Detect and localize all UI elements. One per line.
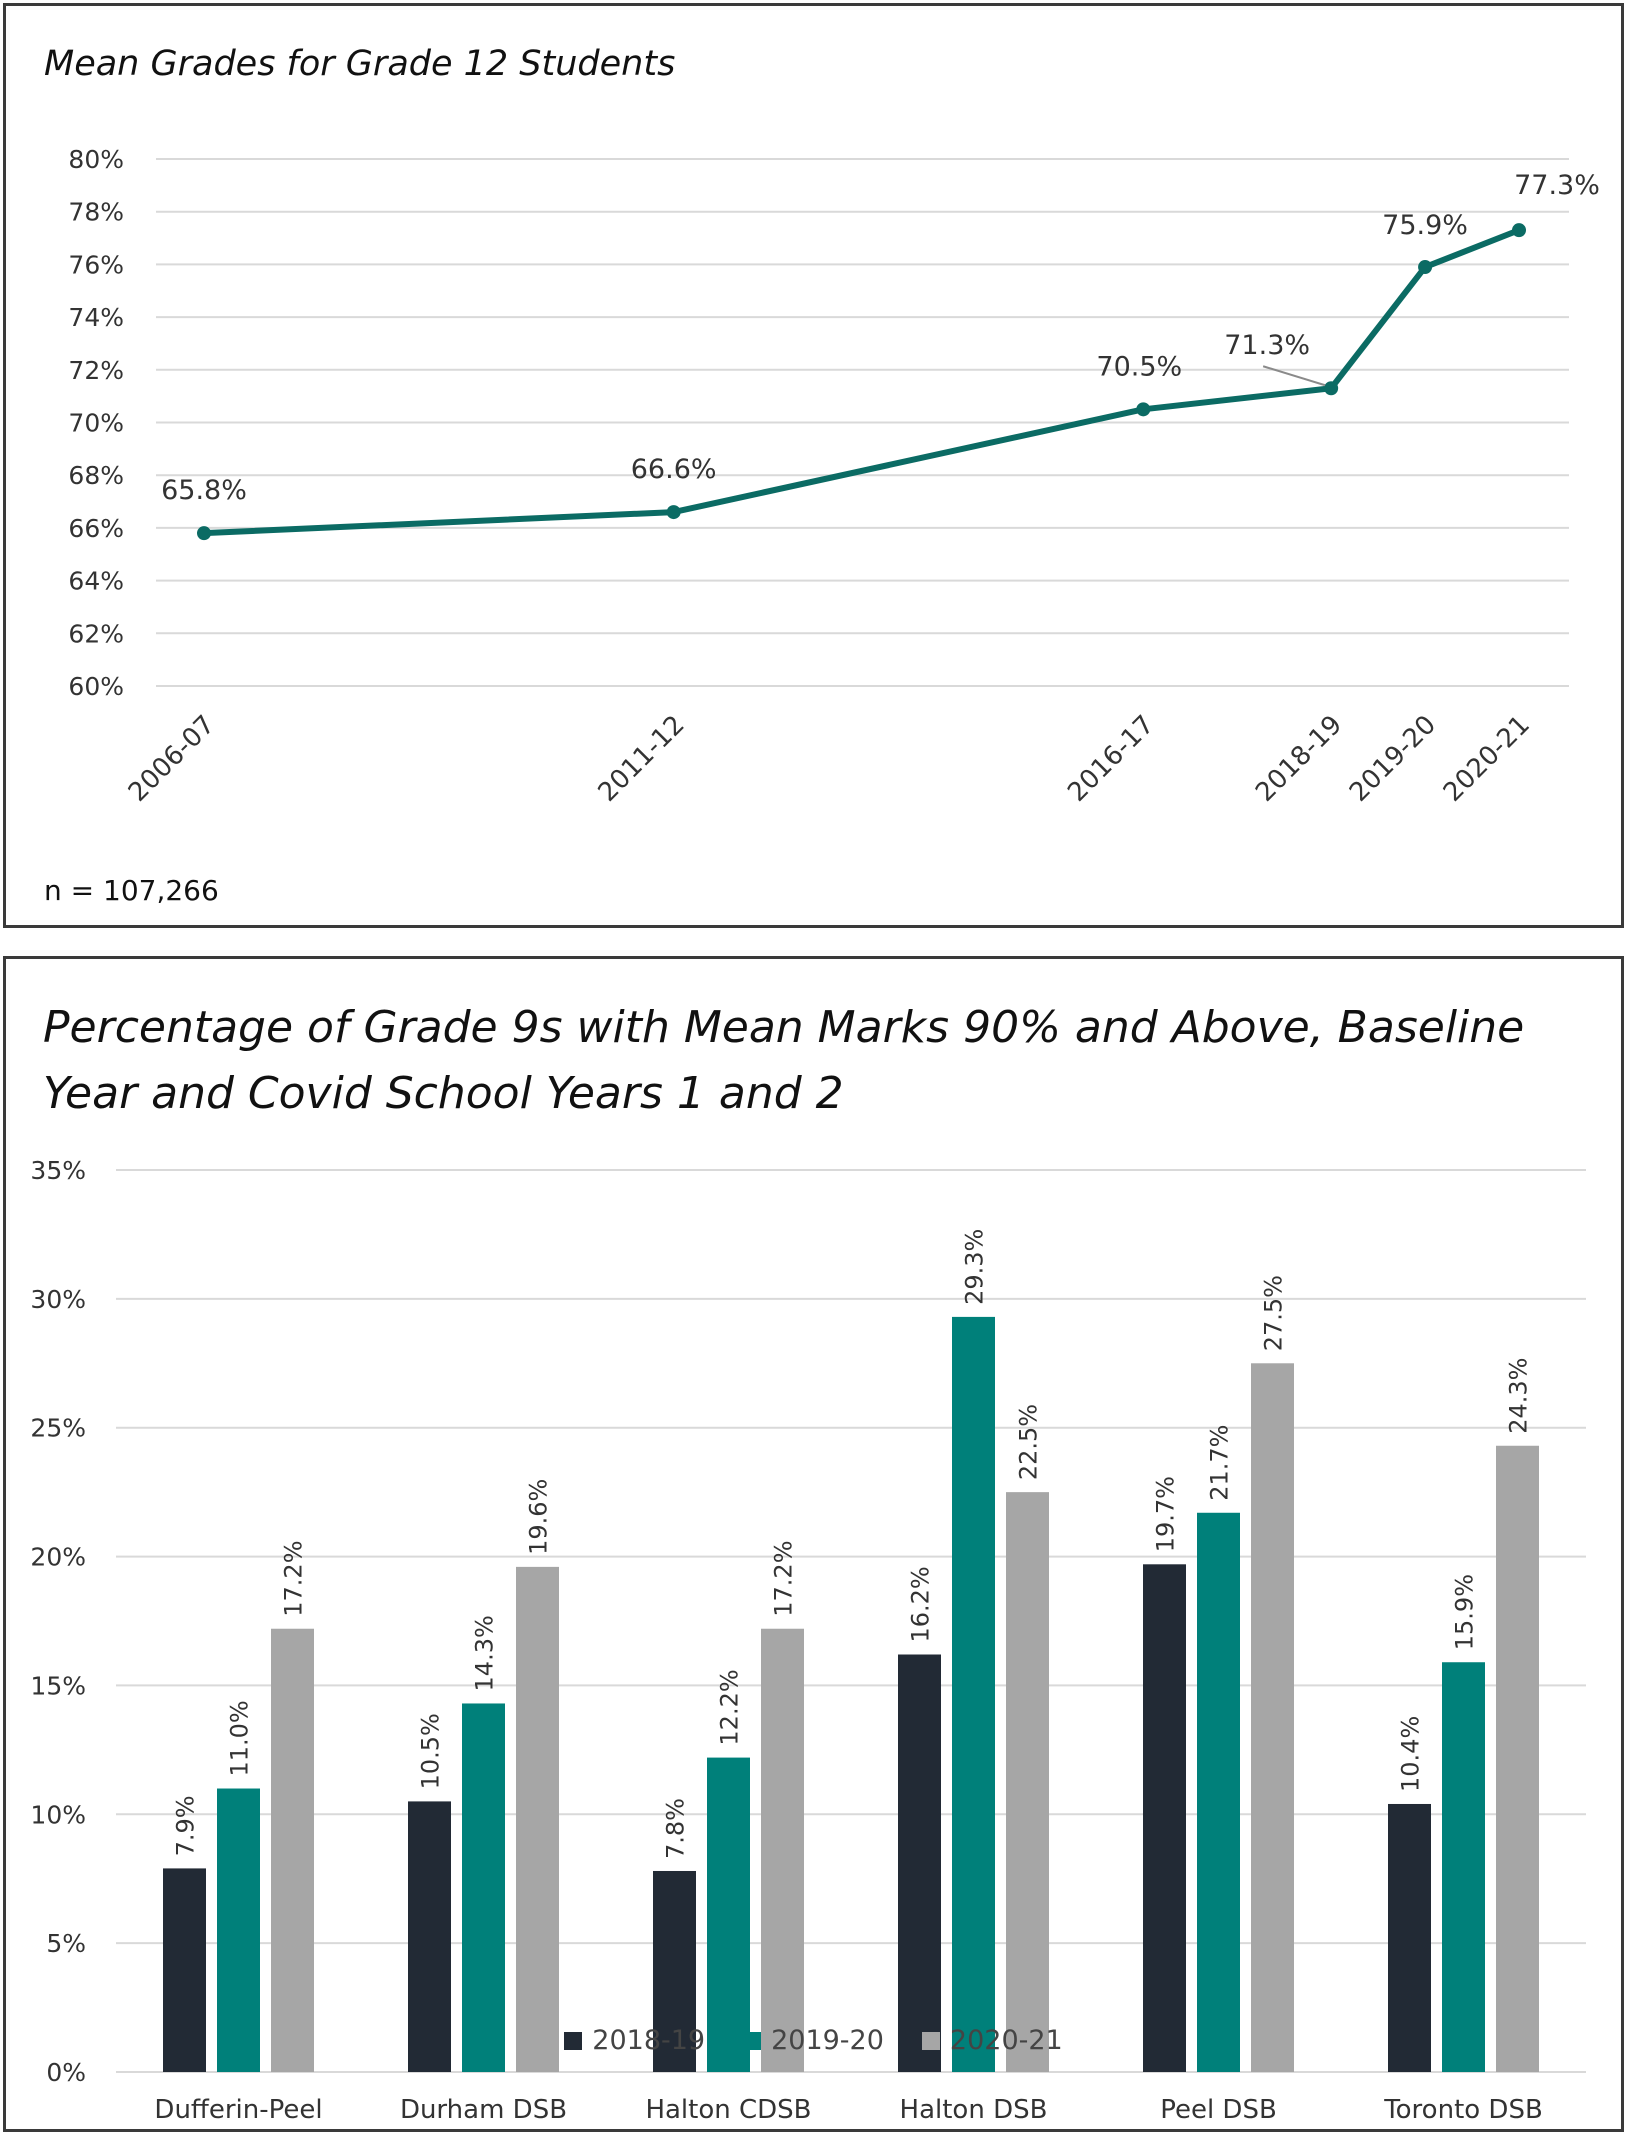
data-label: 15.9% bbox=[1451, 1574, 1479, 1650]
data-label: 66.6% bbox=[631, 454, 717, 485]
bar bbox=[761, 1628, 804, 2072]
x-tick-label: 2018-19 bbox=[1250, 710, 1348, 808]
bar bbox=[952, 1316, 995, 2072]
x-tick-label: Toronto DSB bbox=[1383, 2095, 1543, 2125]
data-point bbox=[1324, 381, 1339, 396]
y-tick-label: 5% bbox=[46, 1929, 86, 1958]
data-label: 22.5% bbox=[1015, 1404, 1043, 1480]
bar bbox=[898, 1654, 941, 2072]
y-tick-label: 0% bbox=[46, 2058, 86, 2087]
legend-item: 2018-19 bbox=[564, 2025, 705, 2056]
x-tick-label: Halton CDSB bbox=[645, 2095, 811, 2125]
y-tick-label: 80% bbox=[68, 145, 124, 174]
data-label: 19.7% bbox=[1152, 1476, 1180, 1552]
data-label: 24.3% bbox=[1505, 1358, 1533, 1434]
data-label: 10.4% bbox=[1397, 1716, 1425, 1792]
data-label: 11.0% bbox=[226, 1700, 254, 1776]
data-label: 17.2% bbox=[280, 1540, 308, 1616]
y-tick-label: 66% bbox=[68, 514, 124, 543]
bar bbox=[1006, 1492, 1049, 2072]
legend-label: 2019-20 bbox=[771, 2025, 884, 2056]
x-tick-label: 2016-17 bbox=[1062, 710, 1160, 808]
x-tick-label: 2006-07 bbox=[123, 710, 221, 808]
y-tick-label: 68% bbox=[68, 461, 124, 490]
bar bbox=[271, 1628, 314, 2072]
data-point bbox=[1512, 223, 1526, 238]
y-tick-label: 62% bbox=[68, 619, 124, 648]
data-point bbox=[666, 505, 681, 520]
legend-item: 2019-20 bbox=[743, 2025, 884, 2056]
data-point bbox=[1136, 402, 1151, 417]
bar bbox=[1388, 1803, 1431, 2072]
bar bbox=[408, 1801, 451, 2072]
bar-chart: 0% 5% 10% 15% 20% 25% 30% 35% 7.9% 11.0% 17.2% Duff… bbox=[30, 1156, 1586, 2125]
line-chart-title: Mean Grades for Grade 12 Students bbox=[44, 44, 676, 84]
bar bbox=[653, 1870, 696, 2072]
bar bbox=[1143, 1564, 1186, 2072]
bar bbox=[217, 1788, 260, 2072]
data-label: 21.7% bbox=[1206, 1425, 1234, 1501]
y-tick-label: 30% bbox=[30, 1285, 86, 1314]
data-point bbox=[1418, 260, 1433, 275]
y-tick-label: 64% bbox=[68, 567, 124, 596]
bar bbox=[516, 1566, 559, 2072]
legend-swatch bbox=[921, 2031, 940, 2050]
sample-size-note: n = 107,266 bbox=[44, 874, 219, 907]
data-label: 10.5% bbox=[417, 1713, 445, 1789]
bar bbox=[462, 1703, 505, 2072]
legend-item: 2020-21 bbox=[921, 2025, 1063, 2056]
x-tick-label: 2011-12 bbox=[593, 710, 691, 808]
bar bbox=[1197, 1512, 1240, 2072]
line-chart-panel: Mean Grades for Grade 12 Students 60% 62%… bbox=[3, 3, 1624, 928]
bar bbox=[1442, 1662, 1485, 2072]
y-tick-label: 74% bbox=[68, 303, 124, 332]
x-tick-label: Halton DSB bbox=[900, 2095, 1048, 2125]
series-line bbox=[203, 227, 1521, 537]
x-tick-label: 2019-20 bbox=[1344, 710, 1442, 808]
data-label: 14.3% bbox=[471, 1615, 499, 1691]
legend-label: 2020-21 bbox=[949, 2025, 1063, 2056]
data-label: 65.8% bbox=[161, 475, 247, 506]
x-tick-label: 2020-21 bbox=[1438, 710, 1536, 808]
data-label: 19.6% bbox=[525, 1479, 553, 1555]
y-tick-label: 72% bbox=[68, 356, 124, 385]
y-tick-label: 60% bbox=[68, 672, 124, 701]
data-label: 16.2% bbox=[907, 1566, 935, 1642]
x-tick-label: Peel DSB bbox=[1160, 2095, 1277, 2125]
label-leader-line bbox=[1262, 365, 1326, 387]
y-tick-label: 78% bbox=[68, 198, 124, 227]
y-tick-label: 10% bbox=[30, 1800, 86, 1829]
data-label: 12.2% bbox=[716, 1669, 744, 1745]
data-label: 77.3% bbox=[1514, 170, 1600, 201]
bar-chart-panel: Percentage of Grade 9s with Mean Marks 9… bbox=[3, 956, 1624, 2132]
y-tick-label: 35% bbox=[30, 1156, 86, 1185]
data-label: 7.8% bbox=[662, 1798, 690, 1859]
x-tick-label: Dufferin-Peel bbox=[154, 2095, 322, 2125]
bar bbox=[1496, 1445, 1539, 2072]
y-tick-label: 76% bbox=[68, 250, 124, 279]
legend-swatch bbox=[564, 2031, 583, 2050]
data-label: 75.9% bbox=[1382, 210, 1468, 241]
bar bbox=[1251, 1363, 1294, 2072]
y-tick-label: 15% bbox=[30, 1671, 86, 1700]
bar-chart-legend: 2018-19 2019-20 2020-21 bbox=[6, 2025, 1621, 2056]
x-tick-label: Durham DSB bbox=[400, 2095, 567, 2125]
data-label: 7.9% bbox=[172, 1795, 200, 1856]
legend-swatch bbox=[743, 2031, 762, 2050]
data-label: 29.3% bbox=[961, 1229, 989, 1305]
bar bbox=[707, 1757, 750, 2072]
data-label: 70.5% bbox=[1096, 351, 1182, 382]
y-tick-label: 20% bbox=[30, 1543, 86, 1572]
y-tick-label: 25% bbox=[30, 1414, 86, 1443]
bar-chart-title: Percentage of Grade 9s with Mean Marks 9… bbox=[43, 1002, 1525, 1119]
data-label: 27.5% bbox=[1260, 1275, 1288, 1351]
legend-label: 2018-19 bbox=[592, 2025, 706, 2056]
bar bbox=[163, 1868, 206, 2072]
y-tick-label: 70% bbox=[68, 409, 124, 438]
data-label: 71.3% bbox=[1224, 330, 1310, 361]
data-point bbox=[197, 526, 211, 541]
data-label: 17.2% bbox=[770, 1540, 798, 1616]
line-chart: 60% 62% 64% 66% 68% 70% 72% 74% 76% 78% 80% 65.8% 66… bbox=[68, 145, 1600, 808]
